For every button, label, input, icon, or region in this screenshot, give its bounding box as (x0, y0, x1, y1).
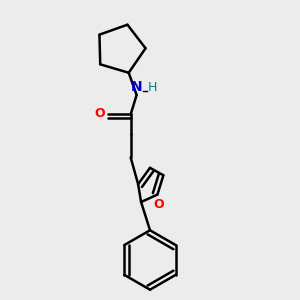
Text: N: N (131, 80, 142, 94)
Text: O: O (154, 198, 164, 211)
Text: O: O (94, 107, 105, 120)
Text: H: H (147, 80, 157, 94)
